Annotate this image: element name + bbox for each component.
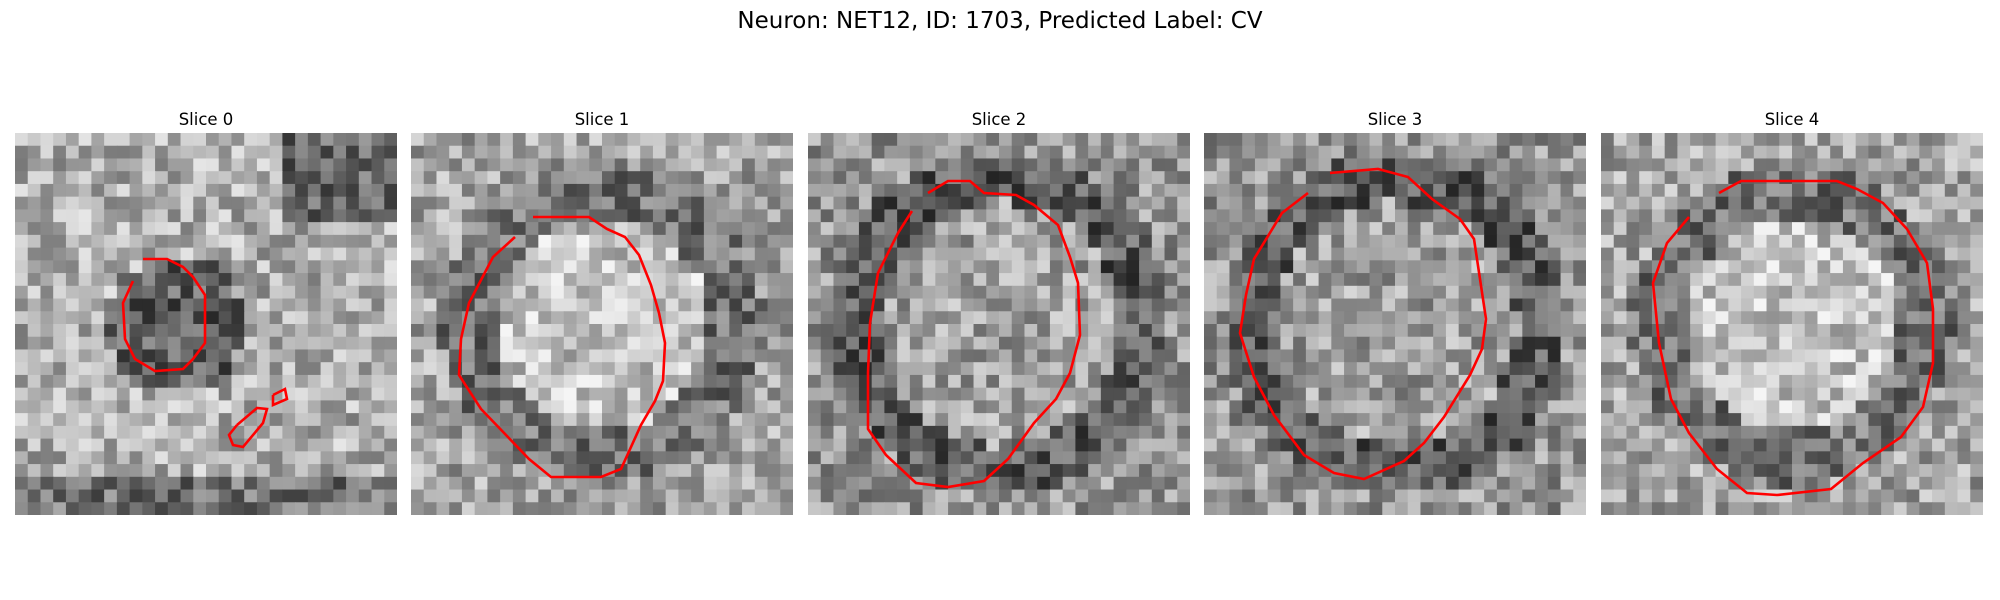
roi-contour (1238, 167, 1488, 481)
slice-title: Slice 2 (971, 110, 1027, 129)
roi-contour (457, 215, 667, 479)
slice-panel-3: Slice 3 (1204, 109, 1586, 515)
slice-panel-2: Slice 2 (808, 109, 1190, 515)
roi-contour (121, 257, 207, 373)
slice-panel-4: Slice 4 (1601, 109, 1983, 515)
grayscale-patch (411, 133, 793, 515)
grayscale-patch (15, 133, 397, 515)
grayscale-patch (1204, 133, 1586, 515)
slice-image (15, 133, 397, 515)
slice-panel-1: Slice 1 (411, 109, 793, 515)
slice-image (1204, 133, 1586, 515)
slice-title: Slice 3 (1367, 110, 1423, 129)
slice-panel-0: Slice 0 (15, 109, 397, 515)
roi-contour (866, 179, 1082, 489)
slice-title: Slice 4 (1764, 110, 1820, 129)
grayscale-patch (808, 133, 1190, 515)
slice-image (808, 133, 1190, 515)
roi-contour-fragment (271, 387, 289, 407)
figure-title: Neuron: NET12, ID: 1703, Predicted Label… (737, 8, 1263, 34)
slice-title: Slice 1 (574, 110, 630, 129)
slice-image (1601, 133, 1983, 515)
roi-contour-fragment (227, 406, 269, 449)
roi-contour (1651, 179, 1935, 497)
slice-image (411, 133, 793, 515)
slice-title: Slice 0 (178, 110, 234, 129)
grayscale-patch (1601, 133, 1983, 515)
